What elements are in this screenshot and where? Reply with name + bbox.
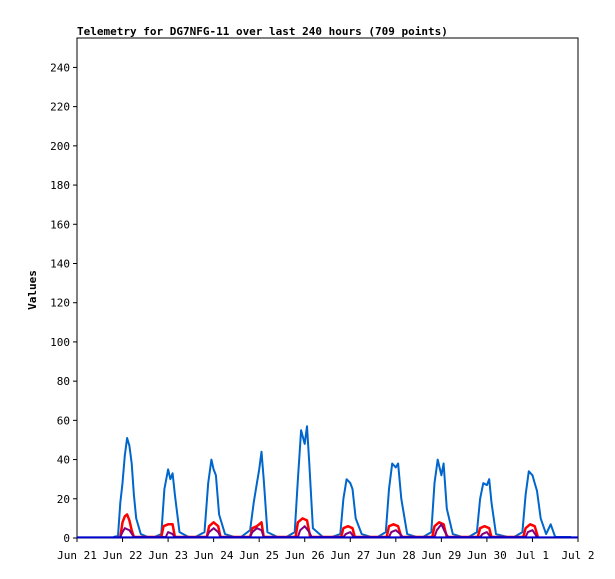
x-tick-label: Jun 30 bbox=[467, 549, 507, 562]
y-tick-label: 100 bbox=[50, 336, 70, 349]
y-tick-label: 220 bbox=[50, 101, 70, 114]
y-tick-label: 80 bbox=[57, 375, 70, 388]
y-tick-label: 180 bbox=[50, 179, 70, 192]
x-tick-label: Jun 29 bbox=[421, 549, 461, 562]
y-axis-label: Values bbox=[26, 270, 39, 310]
series-line-1 bbox=[119, 513, 540, 539]
x-tick-label: Jun 25 bbox=[239, 549, 279, 562]
y-axis: 0 20 40 60 80 100 120 140 160 180 200 220 240 bbox=[50, 61, 77, 545]
y-tick-label: 0 bbox=[63, 532, 70, 545]
x-tick-label: Jun 28 bbox=[376, 549, 416, 562]
x-axis: Jun 21 Jun 22 Jun 23 Jun 24 Jun 25 Jun 26 Jun … bbox=[57, 538, 595, 562]
series-line-2 bbox=[119, 523, 538, 538]
x-tick-label: Jun 23 bbox=[148, 549, 188, 562]
y-tick-label: 120 bbox=[50, 297, 70, 310]
x-tick-label: Jun 26 bbox=[285, 549, 325, 562]
y-tick-label: 200 bbox=[50, 140, 70, 153]
y-tick-label: 40 bbox=[57, 454, 70, 467]
x-tick-label: Jul 2 bbox=[561, 549, 594, 562]
series-line-0 bbox=[113, 425, 572, 538]
y-tick-label: 160 bbox=[50, 218, 70, 231]
y-tick-label: 140 bbox=[50, 257, 70, 270]
x-tick-label: Jun 22 bbox=[103, 549, 143, 562]
y-tick-label: 240 bbox=[50, 61, 70, 74]
y-tick-label: 20 bbox=[57, 493, 70, 506]
x-tick-label: Jun 21 bbox=[57, 549, 97, 562]
x-tick-label: Jun 24 bbox=[194, 549, 234, 562]
plot-area-frame bbox=[76, 37, 579, 539]
series-group bbox=[77, 425, 578, 539]
x-tick-label: Jun 27 bbox=[330, 549, 370, 562]
y-tick-label: 60 bbox=[57, 414, 70, 427]
x-tick-label: Jul 1 bbox=[516, 549, 549, 562]
chart-title: Telemetry for DG7NFG-11 over last 240 ho… bbox=[77, 25, 448, 38]
